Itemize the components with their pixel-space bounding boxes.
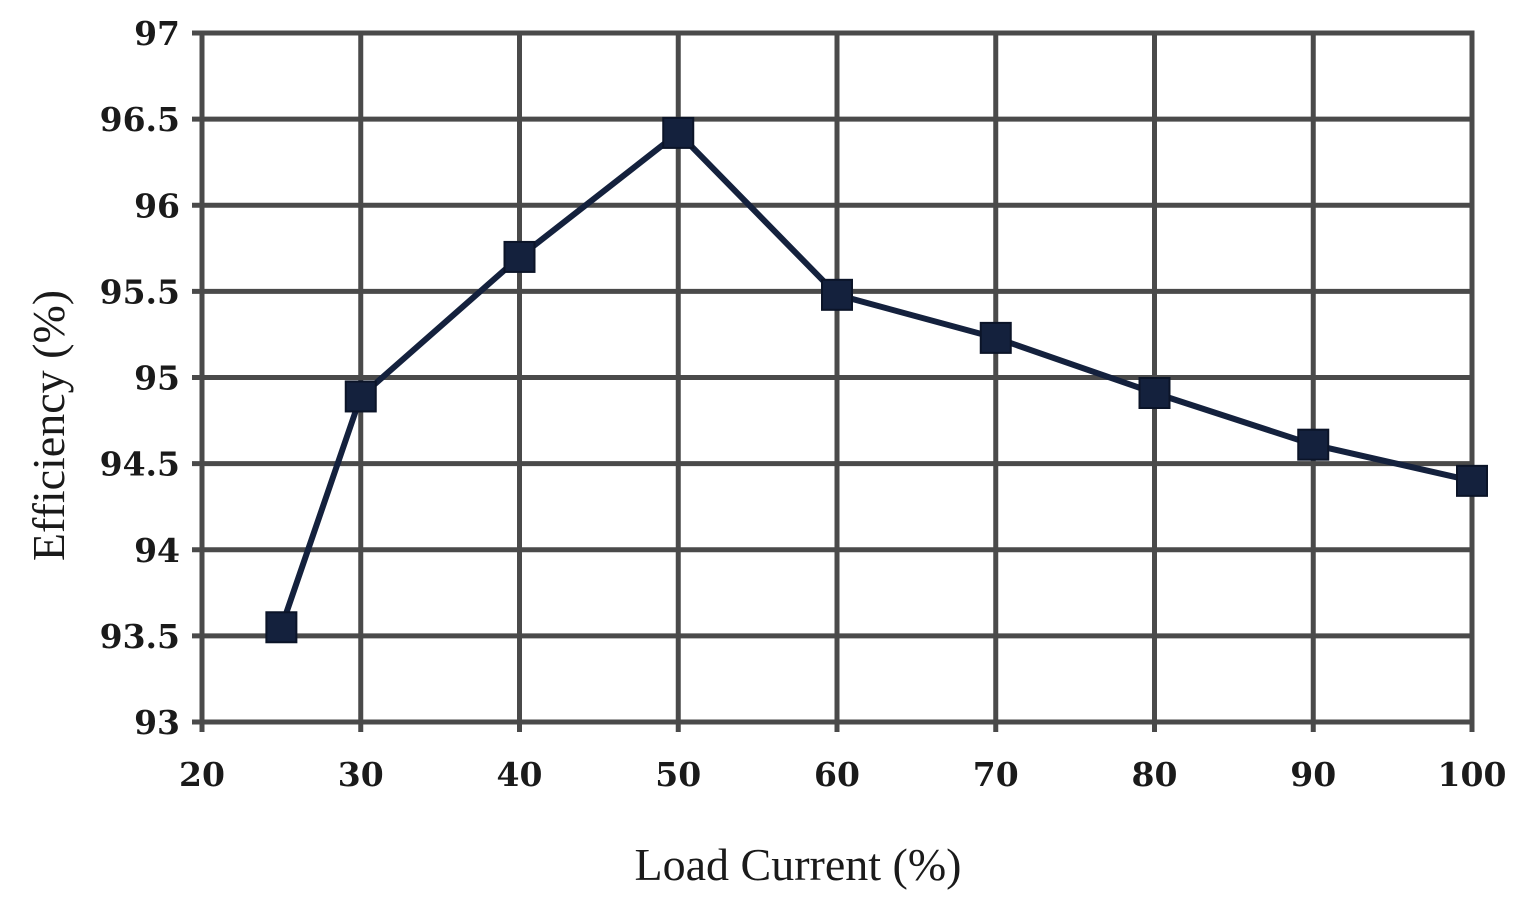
x-tick-label-2: 40 [497,755,543,794]
y-tick-label-2: 94 [134,531,180,570]
y-tick-label-4: 95 [134,359,180,398]
y-tick-label-3: 94.5 [100,445,180,484]
y-tick-label-1: 93.5 [100,617,180,656]
x-tick-label-5: 70 [973,755,1019,794]
data-point-8 [1456,464,1488,497]
y-axis-tick-labels: 93 93.5 94 94.5 95 95.5 96 96.5 97 [100,14,180,742]
data-point-0 [265,611,298,644]
efficiency-series [265,116,1488,644]
x-tick-label-7: 90 [1290,755,1336,794]
x-tick-label-1: 30 [338,755,384,794]
y-tick-label-5: 95.5 [100,272,180,311]
data-point-1 [344,380,377,413]
y-axis-title: Efficiency (%) [23,290,74,561]
x-axis-tick-labels: 20 30 40 50 60 70 80 90 100 [179,755,1506,794]
x-tick-label-3: 50 [655,755,701,794]
y-tick-label-0: 93 [134,703,180,742]
x-tick-label-0: 20 [179,755,225,794]
data-point-4 [821,278,853,311]
data-point-7 [1297,428,1330,461]
plot-area-frame [199,30,1475,725]
data-point-2 [503,240,536,273]
x-tick-label-4: 60 [814,755,860,794]
x-tick-label-6: 80 [1132,755,1178,794]
y-tick-label-8: 97 [134,14,180,53]
grid [192,30,1475,732]
x-axis-title: Load Current (%) [635,839,962,890]
y-tick-label-7: 96.5 [100,100,180,139]
data-point-5 [979,321,1012,354]
y-tick-label-6: 96 [134,186,180,225]
data-point-6 [1138,377,1171,410]
data-point-3 [662,116,695,149]
x-tick-label-8: 100 [1438,755,1507,794]
